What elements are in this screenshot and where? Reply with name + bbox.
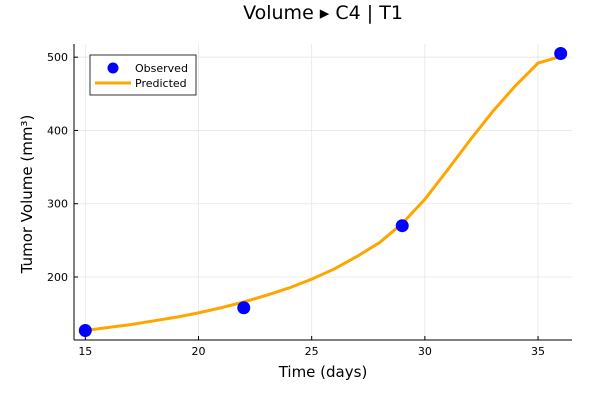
observed-point [78, 323, 92, 337]
legend-label: Predicted [135, 77, 187, 90]
y-tick-label: 200 [47, 271, 68, 284]
observed-point [395, 219, 409, 233]
chart-title: Volume ▸ C4 | T1 [243, 2, 403, 24]
legend-label: Observed [135, 62, 188, 75]
x-tick-label: 30 [418, 345, 432, 358]
observed-point [554, 47, 568, 61]
y-tick-label: 300 [47, 198, 68, 211]
x-axis-label: Time (days) [278, 363, 368, 381]
axes-layer [73, 44, 572, 341]
predicted-line [83, 54, 563, 332]
x-tick-label: 15 [78, 345, 92, 358]
y-axis-label: Tumor Volume (mm³) [18, 115, 36, 275]
ticks-layer: 15 20 25 30 35 200 300 400 500 [47, 51, 545, 358]
x-tick-label: 20 [192, 345, 206, 358]
legend-swatch-observed [107, 62, 119, 74]
legend: Observed Predicted [89, 54, 197, 96]
x-tick-label: 35 [531, 345, 545, 358]
y-tick-label: 400 [47, 124, 68, 137]
legend-box [89, 54, 197, 96]
series-layer [78, 47, 568, 337]
observed-point [237, 301, 251, 315]
y-tick-label: 500 [47, 51, 68, 64]
x-tick-label: 25 [305, 345, 319, 358]
grid-layer [74, 44, 572, 340]
